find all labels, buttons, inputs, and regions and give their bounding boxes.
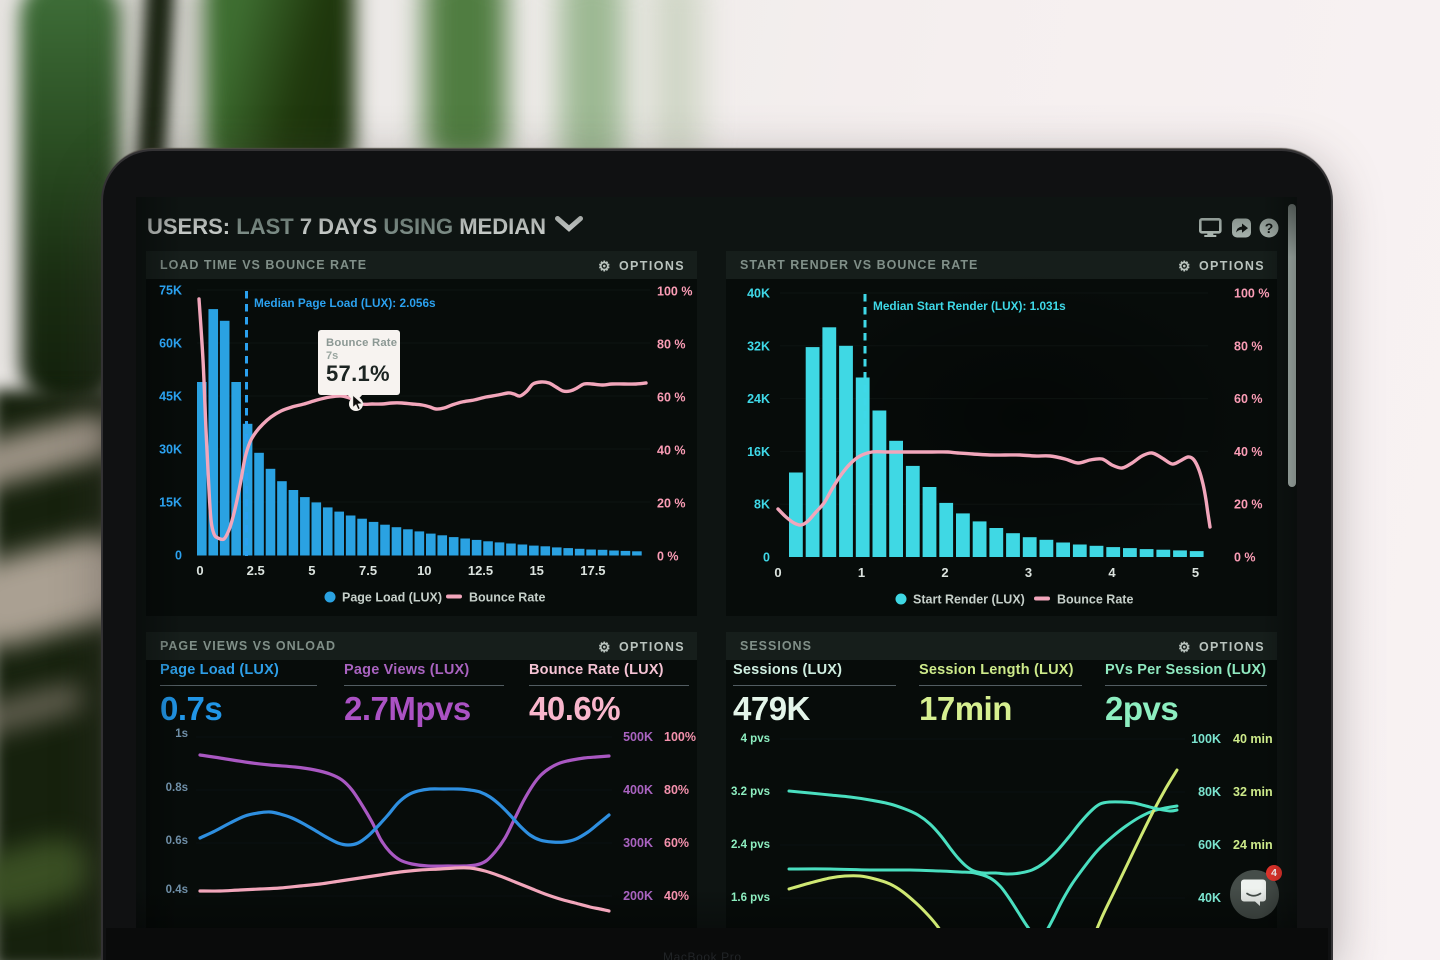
svg-text:80K: 80K [1198, 785, 1221, 799]
svg-text:24K: 24K [747, 392, 770, 406]
svg-text:5: 5 [1192, 565, 1199, 580]
svg-text:60 %: 60 % [1234, 392, 1263, 406]
svg-text:40K: 40K [1198, 891, 1221, 905]
svg-text:80%: 80% [664, 783, 689, 797]
svg-text:Median Page Load (LUX): 2.056s: Median Page Load (LUX): 2.056s [254, 296, 436, 310]
svg-text:32K: 32K [747, 339, 770, 353]
svg-text:0: 0 [763, 551, 770, 565]
svg-text:60K: 60K [1198, 838, 1221, 852]
svg-text:1s: 1s [175, 728, 188, 740]
svg-text:0: 0 [774, 565, 781, 580]
svg-text:3: 3 [1025, 565, 1032, 580]
svg-text:16K: 16K [747, 445, 770, 459]
svg-text:8K: 8K [754, 498, 770, 512]
svg-text:0.8s: 0.8s [166, 782, 188, 794]
svg-text:40%: 40% [664, 889, 689, 903]
svg-text:45K: 45K [159, 390, 182, 404]
svg-text:300K: 300K [623, 836, 653, 850]
svg-text:10: 10 [417, 563, 431, 578]
svg-text:Start Render (LUX): Start Render (LUX) [913, 593, 1025, 607]
svg-text:40 min: 40 min [1233, 732, 1273, 746]
svg-text:24 min: 24 min [1233, 838, 1273, 852]
svg-text:5: 5 [308, 563, 315, 578]
svg-text:1.6 pvs: 1.6 pvs [731, 892, 770, 904]
svg-text:40 %: 40 % [1234, 445, 1263, 459]
svg-text:200K: 200K [623, 889, 653, 903]
svg-text:2.4 pvs: 2.4 pvs [731, 839, 770, 851]
svg-text:2.5: 2.5 [247, 563, 265, 578]
svg-text:1: 1 [858, 565, 865, 580]
svg-text:40 %: 40 % [657, 444, 686, 458]
svg-text:80 %: 80 % [657, 338, 686, 352]
svg-text:0: 0 [175, 549, 182, 563]
svg-text:4: 4 [1108, 565, 1116, 580]
svg-text:Median Start Render (LUX): 1.0: Median Start Render (LUX): 1.031s [873, 299, 1066, 313]
svg-text:0: 0 [196, 563, 203, 578]
svg-text:15K: 15K [159, 496, 182, 510]
svg-text:17.5: 17.5 [580, 563, 605, 578]
svg-text:60 %: 60 % [657, 391, 686, 405]
svg-text:0 %: 0 % [657, 550, 679, 564]
svg-text:30K: 30K [159, 443, 182, 457]
svg-text:Page Load (LUX): Page Load (LUX) [342, 591, 442, 605]
svg-text:400K: 400K [623, 783, 653, 797]
svg-text:32 min: 32 min [1233, 785, 1273, 799]
svg-text:2: 2 [941, 565, 948, 580]
svg-text:500K: 500K [623, 730, 653, 744]
svg-text:100 %: 100 % [657, 285, 692, 299]
svg-text:60K: 60K [159, 337, 182, 351]
svg-text:12.5: 12.5 [468, 563, 493, 578]
svg-text:0.6s: 0.6s [166, 835, 188, 847]
svg-text:7.5: 7.5 [359, 563, 377, 578]
svg-text:15: 15 [529, 563, 543, 578]
svg-text:40K: 40K [747, 287, 770, 301]
svg-text:60%: 60% [664, 836, 689, 850]
svg-text:75K: 75K [159, 284, 182, 298]
svg-text:Bounce Rate: Bounce Rate [1057, 593, 1133, 607]
svg-text:4 pvs: 4 pvs [741, 733, 770, 745]
svg-text:20 %: 20 % [1234, 498, 1263, 512]
svg-text:100 %: 100 % [1234, 287, 1269, 301]
svg-text:0 %: 0 % [1234, 551, 1256, 565]
svg-text:Bounce Rate: Bounce Rate [469, 591, 545, 605]
svg-text:80 %: 80 % [1234, 339, 1263, 353]
svg-text:100K: 100K [1191, 732, 1221, 746]
svg-text:3.2 pvs: 3.2 pvs [731, 786, 770, 798]
svg-text:100%: 100% [664, 730, 696, 744]
svg-text:20 %: 20 % [657, 497, 686, 511]
svg-text:0.4s: 0.4s [166, 884, 188, 896]
